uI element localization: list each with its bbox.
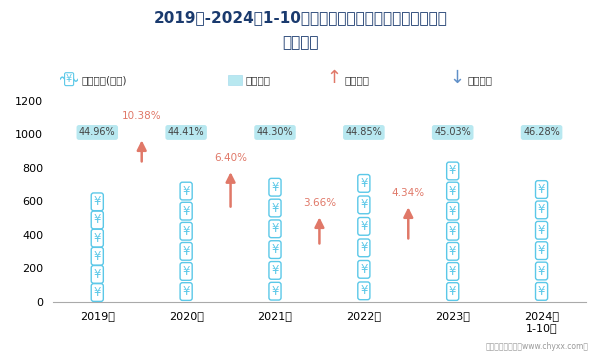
Text: 累计保费(亿元): 累计保费(亿元) bbox=[81, 75, 127, 85]
Text: 44.96%: 44.96% bbox=[79, 127, 115, 137]
Text: ¥: ¥ bbox=[360, 198, 368, 211]
Text: ¥: ¥ bbox=[538, 244, 545, 257]
Text: ¥: ¥ bbox=[183, 285, 190, 298]
Text: ¥: ¥ bbox=[94, 286, 101, 299]
Text: ¥: ¥ bbox=[183, 185, 190, 198]
Text: ¥: ¥ bbox=[538, 285, 545, 298]
Text: ¥: ¥ bbox=[94, 268, 101, 281]
Text: 46.28%: 46.28% bbox=[523, 127, 560, 137]
Text: ¥: ¥ bbox=[360, 220, 368, 233]
Text: ¥: ¥ bbox=[360, 263, 368, 276]
Text: ↑: ↑ bbox=[326, 69, 341, 87]
Text: ¥: ¥ bbox=[183, 245, 190, 258]
Text: ¥: ¥ bbox=[183, 225, 190, 238]
Text: ¥: ¥ bbox=[271, 243, 279, 256]
Text: 制图：智研咨询（www.chyxx.com）: 制图：智研咨询（www.chyxx.com） bbox=[486, 343, 589, 351]
Text: 4.34%: 4.34% bbox=[392, 188, 425, 198]
Text: ↓: ↓ bbox=[449, 69, 465, 87]
Text: ¥: ¥ bbox=[538, 264, 545, 278]
Text: ¥: ¥ bbox=[66, 74, 72, 84]
Text: ¥: ¥ bbox=[94, 231, 101, 245]
Text: ¥: ¥ bbox=[183, 205, 190, 218]
Text: ¥: ¥ bbox=[271, 181, 279, 194]
Text: 44.41%: 44.41% bbox=[168, 127, 204, 137]
Text: 44.85%: 44.85% bbox=[346, 127, 382, 137]
Text: ¥: ¥ bbox=[449, 164, 456, 178]
Text: ¥: ¥ bbox=[271, 222, 279, 235]
Text: 入统计图: 入统计图 bbox=[282, 36, 319, 50]
Text: 3.66%: 3.66% bbox=[303, 198, 336, 208]
Text: ¥: ¥ bbox=[94, 195, 101, 208]
Text: ¥: ¥ bbox=[271, 202, 279, 214]
Text: ¥: ¥ bbox=[360, 241, 368, 255]
Text: ¥: ¥ bbox=[271, 264, 279, 277]
Text: ¥: ¥ bbox=[449, 185, 456, 198]
Text: ¥: ¥ bbox=[183, 265, 190, 278]
Text: 寿险占比: 寿险占比 bbox=[245, 75, 270, 85]
Text: ¥: ¥ bbox=[449, 285, 456, 298]
Text: ¥: ¥ bbox=[449, 265, 456, 278]
Text: ¥: ¥ bbox=[538, 183, 545, 196]
Text: 2019年-2024年1-10月广西壮族自治区累计原保险保费收: 2019年-2024年1-10月广西壮族自治区累计原保险保费收 bbox=[154, 11, 447, 26]
Text: ¥: ¥ bbox=[538, 203, 545, 217]
Text: ¥: ¥ bbox=[449, 225, 456, 238]
Text: 44.30%: 44.30% bbox=[257, 127, 293, 137]
Text: ¥: ¥ bbox=[360, 284, 368, 297]
Text: 同比减少: 同比减少 bbox=[468, 75, 493, 85]
Text: 45.03%: 45.03% bbox=[435, 127, 471, 137]
Text: ¥: ¥ bbox=[538, 224, 545, 237]
Text: ¥: ¥ bbox=[449, 245, 456, 258]
Text: ¥: ¥ bbox=[94, 213, 101, 226]
Text: ¥: ¥ bbox=[94, 250, 101, 263]
Text: 10.38%: 10.38% bbox=[122, 111, 162, 121]
Text: 同比增加: 同比增加 bbox=[344, 75, 370, 85]
Text: ¥: ¥ bbox=[449, 205, 456, 218]
Text: ¥: ¥ bbox=[360, 177, 368, 190]
Text: ¥: ¥ bbox=[271, 285, 279, 298]
Text: 6.40%: 6.40% bbox=[214, 153, 247, 163]
